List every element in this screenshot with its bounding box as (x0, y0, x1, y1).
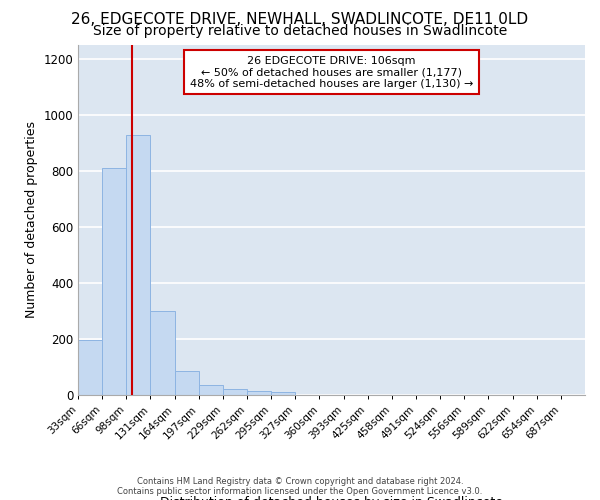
Bar (199, 385, 223, 395)
Text: Contains public sector information licensed under the Open Government Licence v3: Contains public sector information licen… (118, 486, 482, 496)
Text: 26 EDGECOTE DRIVE: 106sqm
← 50% of detached houses are smaller (1,177)
48% of se: 26 EDGECOTE DRIVE: 106sqm ← 50% of detac… (190, 56, 473, 88)
Bar (271, 392, 295, 395)
Text: Size of property relative to detached houses in Swadlincote: Size of property relative to detached ho… (93, 24, 507, 38)
Text: 26, EDGECOTE DRIVE, NEWHALL, SWADLINCOTE, DE11 0LD: 26, EDGECOTE DRIVE, NEWHALL, SWADLINCOTE… (71, 12, 529, 28)
X-axis label: Distribution of detached houses by size in Swadlincote: Distribution of detached houses by size … (160, 496, 503, 500)
Bar (151, 311, 175, 395)
Text: Contains HM Land Registry data © Crown copyright and database right 2024.: Contains HM Land Registry data © Crown c… (137, 477, 463, 486)
Bar (102, 168, 126, 395)
Bar (175, 371, 199, 395)
Bar (247, 391, 271, 395)
Y-axis label: Number of detached properties: Number of detached properties (25, 122, 38, 318)
Bar (126, 134, 151, 395)
Bar (223, 390, 247, 395)
Bar (78, 340, 102, 395)
